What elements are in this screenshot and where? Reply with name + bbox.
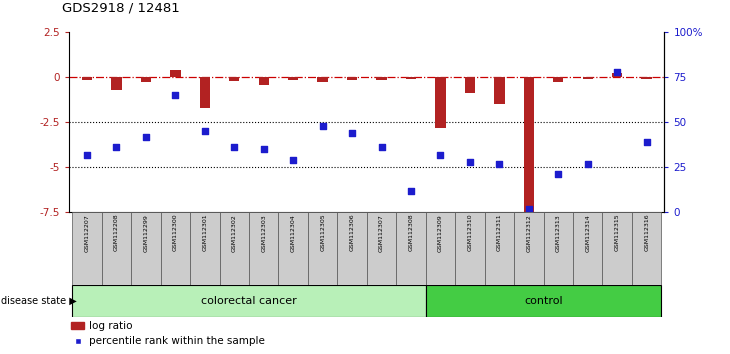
Point bbox=[582, 161, 593, 166]
Bar bbox=[72, 285, 426, 317]
Point bbox=[493, 161, 505, 166]
Bar bbox=[406, 77, 416, 79]
Bar bbox=[258, 77, 269, 85]
Point bbox=[376, 144, 388, 150]
Bar bbox=[632, 212, 661, 285]
Bar bbox=[573, 212, 602, 285]
Bar bbox=[318, 77, 328, 81]
Bar bbox=[161, 212, 190, 285]
Point bbox=[288, 157, 299, 163]
Text: GSM112312: GSM112312 bbox=[526, 214, 531, 252]
Bar bbox=[220, 212, 249, 285]
Bar bbox=[485, 212, 514, 285]
Point bbox=[464, 159, 476, 165]
Bar bbox=[249, 212, 278, 285]
Bar bbox=[229, 77, 239, 81]
Bar bbox=[141, 77, 151, 81]
Text: GSM112313: GSM112313 bbox=[556, 214, 561, 252]
Bar bbox=[200, 77, 210, 108]
Bar bbox=[131, 212, 161, 285]
Text: disease state ▶: disease state ▶ bbox=[1, 296, 77, 306]
Point bbox=[317, 123, 328, 129]
Text: GSM112307: GSM112307 bbox=[379, 214, 384, 252]
Bar bbox=[190, 212, 220, 285]
Point bbox=[611, 69, 623, 74]
Bar bbox=[288, 77, 299, 80]
Text: control: control bbox=[524, 296, 563, 306]
Point bbox=[641, 139, 653, 145]
Bar bbox=[377, 77, 387, 80]
Text: GSM112309: GSM112309 bbox=[438, 214, 443, 252]
Point bbox=[199, 128, 211, 134]
Bar bbox=[170, 70, 180, 77]
Bar bbox=[544, 212, 573, 285]
Bar bbox=[396, 212, 426, 285]
Text: GSM112314: GSM112314 bbox=[585, 214, 591, 252]
Bar bbox=[72, 212, 101, 285]
Bar bbox=[435, 77, 445, 127]
Bar bbox=[602, 212, 632, 285]
Text: GSM112304: GSM112304 bbox=[291, 214, 296, 252]
Text: GSM112305: GSM112305 bbox=[320, 214, 325, 251]
Text: GSM112300: GSM112300 bbox=[173, 214, 178, 251]
Point bbox=[169, 92, 181, 98]
Text: GSM112311: GSM112311 bbox=[497, 214, 502, 251]
Text: GSM112207: GSM112207 bbox=[85, 214, 90, 252]
Bar bbox=[514, 212, 544, 285]
Bar bbox=[583, 77, 593, 79]
Text: GSM112315: GSM112315 bbox=[615, 214, 620, 251]
Point bbox=[405, 188, 417, 194]
Point bbox=[111, 144, 123, 150]
Legend: log ratio, percentile rank within the sample: log ratio, percentile rank within the sa… bbox=[67, 317, 269, 350]
Text: GSM112310: GSM112310 bbox=[467, 214, 472, 251]
Bar bbox=[308, 212, 337, 285]
Bar bbox=[111, 77, 122, 90]
Point bbox=[140, 134, 152, 139]
Bar bbox=[426, 212, 456, 285]
Text: GSM112308: GSM112308 bbox=[409, 214, 413, 251]
Point bbox=[346, 130, 358, 136]
Bar bbox=[347, 77, 357, 80]
Bar bbox=[494, 77, 504, 104]
Text: GSM112208: GSM112208 bbox=[114, 214, 119, 251]
Text: GSM112306: GSM112306 bbox=[350, 214, 355, 251]
Bar bbox=[523, 77, 534, 212]
Bar bbox=[553, 77, 564, 81]
Point bbox=[258, 147, 269, 152]
Text: GSM112316: GSM112316 bbox=[644, 214, 649, 251]
Bar bbox=[337, 212, 366, 285]
Text: GSM112301: GSM112301 bbox=[202, 214, 207, 251]
Point bbox=[553, 172, 564, 177]
Bar bbox=[456, 212, 485, 285]
Bar bbox=[612, 73, 623, 77]
Text: GDS2918 / 12481: GDS2918 / 12481 bbox=[62, 1, 180, 14]
Text: GSM112302: GSM112302 bbox=[232, 214, 237, 252]
Point bbox=[523, 206, 534, 212]
Bar bbox=[278, 212, 308, 285]
Bar bbox=[465, 77, 475, 93]
Bar bbox=[82, 77, 92, 80]
Text: colorectal cancer: colorectal cancer bbox=[201, 296, 297, 306]
Point bbox=[81, 152, 93, 158]
Bar bbox=[426, 285, 661, 317]
Bar bbox=[366, 212, 396, 285]
Point bbox=[228, 144, 240, 150]
Bar bbox=[642, 77, 652, 79]
Bar bbox=[101, 212, 131, 285]
Point bbox=[434, 152, 446, 158]
Text: GSM112303: GSM112303 bbox=[261, 214, 266, 252]
Text: GSM112299: GSM112299 bbox=[143, 214, 148, 252]
